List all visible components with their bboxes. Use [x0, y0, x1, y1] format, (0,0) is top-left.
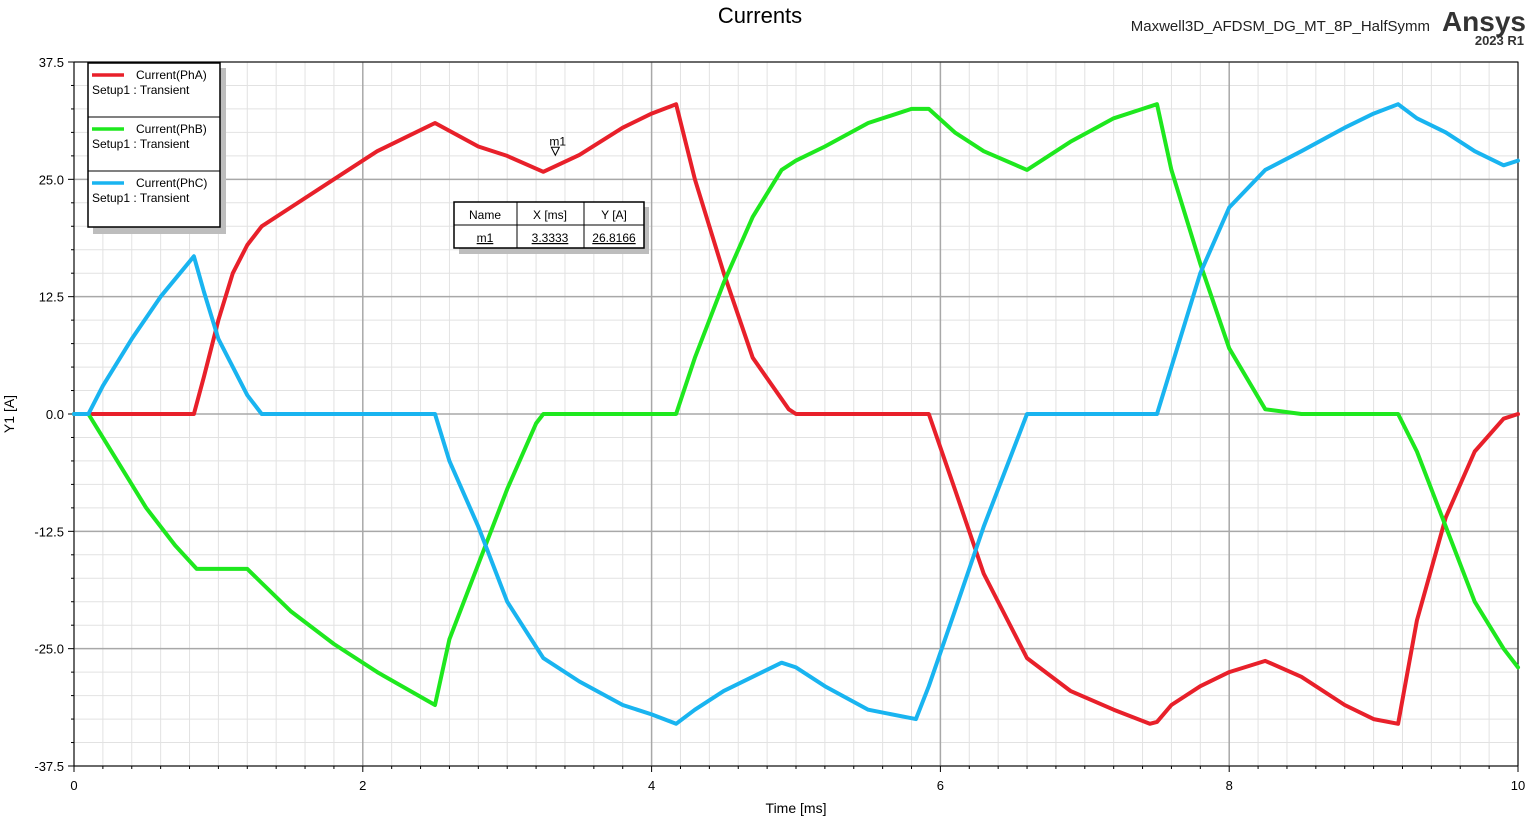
marker-label: m1	[549, 134, 566, 148]
brand-logo: Ansys	[1442, 6, 1526, 37]
y-tick-label: -37.5	[34, 759, 64, 774]
x-tick-label: 4	[648, 778, 655, 793]
x-tick-labels: 0 2 4 6 8 10	[70, 778, 1525, 793]
legend-series-name-phc: Current(PhC)	[136, 176, 207, 190]
x-tick-label: 10	[1511, 778, 1525, 793]
series-line-currentphc[interactable]	[72, 102, 1520, 726]
legend-item-pha[interactable]: Current(PhA) Setup1 : Transient	[92, 68, 207, 97]
y-tick-label: 12.5	[39, 290, 64, 305]
legend-item-phb[interactable]: Current(PhB) Setup1 : Transient	[92, 122, 207, 151]
brand-version: 2023 R1	[1475, 33, 1524, 48]
marker-triangle	[550, 146, 561, 157]
table-cell-x: 3.3333	[532, 231, 569, 245]
series-line-currentpha[interactable]	[72, 102, 1520, 726]
chart-title: Currents	[718, 3, 802, 28]
table-header-y: Y [A]	[601, 208, 627, 222]
legend-frame	[87, 62, 221, 228]
table-header-name: Name	[469, 208, 501, 222]
legend-setup-phc: Setup1 : Transient	[92, 191, 190, 205]
y-tick-label: -12.5	[34, 524, 64, 539]
legend-setup-pha: Setup1 : Transient	[92, 83, 190, 97]
y-tick-labels: -37.5 -25.0 -12.5 0.0 12.5 25.0 37.5	[34, 55, 64, 774]
project-name: Maxwell3D_AFDSM_DG_MT_8P_HalfSymm	[1131, 18, 1430, 35]
legend-item-phc[interactable]: Current(PhC) Setup1 : Transient	[92, 176, 207, 205]
x-tick-label: 2	[359, 778, 366, 793]
y-tick-label: 0.0	[46, 407, 64, 422]
y-tick-label: 37.5	[39, 55, 64, 70]
table-header-x: X [ms]	[533, 208, 567, 222]
x-tick-label: 6	[937, 778, 944, 793]
legend[interactable]: Current(PhA) Setup1 : Transient Current(…	[87, 62, 226, 234]
y-tick-label: -25.0	[34, 642, 64, 657]
legend-series-name-pha: Current(PhA)	[136, 68, 207, 82]
legend-setup-phb: Setup1 : Transient	[92, 137, 190, 151]
marker-table[interactable]: Name X [ms] Y [A] m1 3.3333 26.8166	[453, 201, 649, 254]
table-cell-y: 26.8166	[592, 231, 636, 245]
x-axis-label: Time [ms]	[766, 800, 827, 816]
legend-series-name-phb: Current(PhB)	[136, 122, 207, 136]
y-axis-label: Y1 [A]	[1, 395, 17, 433]
y-tick-label: 25.0	[39, 172, 64, 187]
series-line-currentphb[interactable]	[72, 102, 1520, 707]
table-cell-name: m1	[477, 231, 494, 245]
x-tick-label: 8	[1226, 778, 1233, 793]
series-layer	[72, 102, 1520, 726]
marker-m1[interactable]: m1	[549, 134, 566, 157]
x-tick-label: 0	[70, 778, 77, 793]
